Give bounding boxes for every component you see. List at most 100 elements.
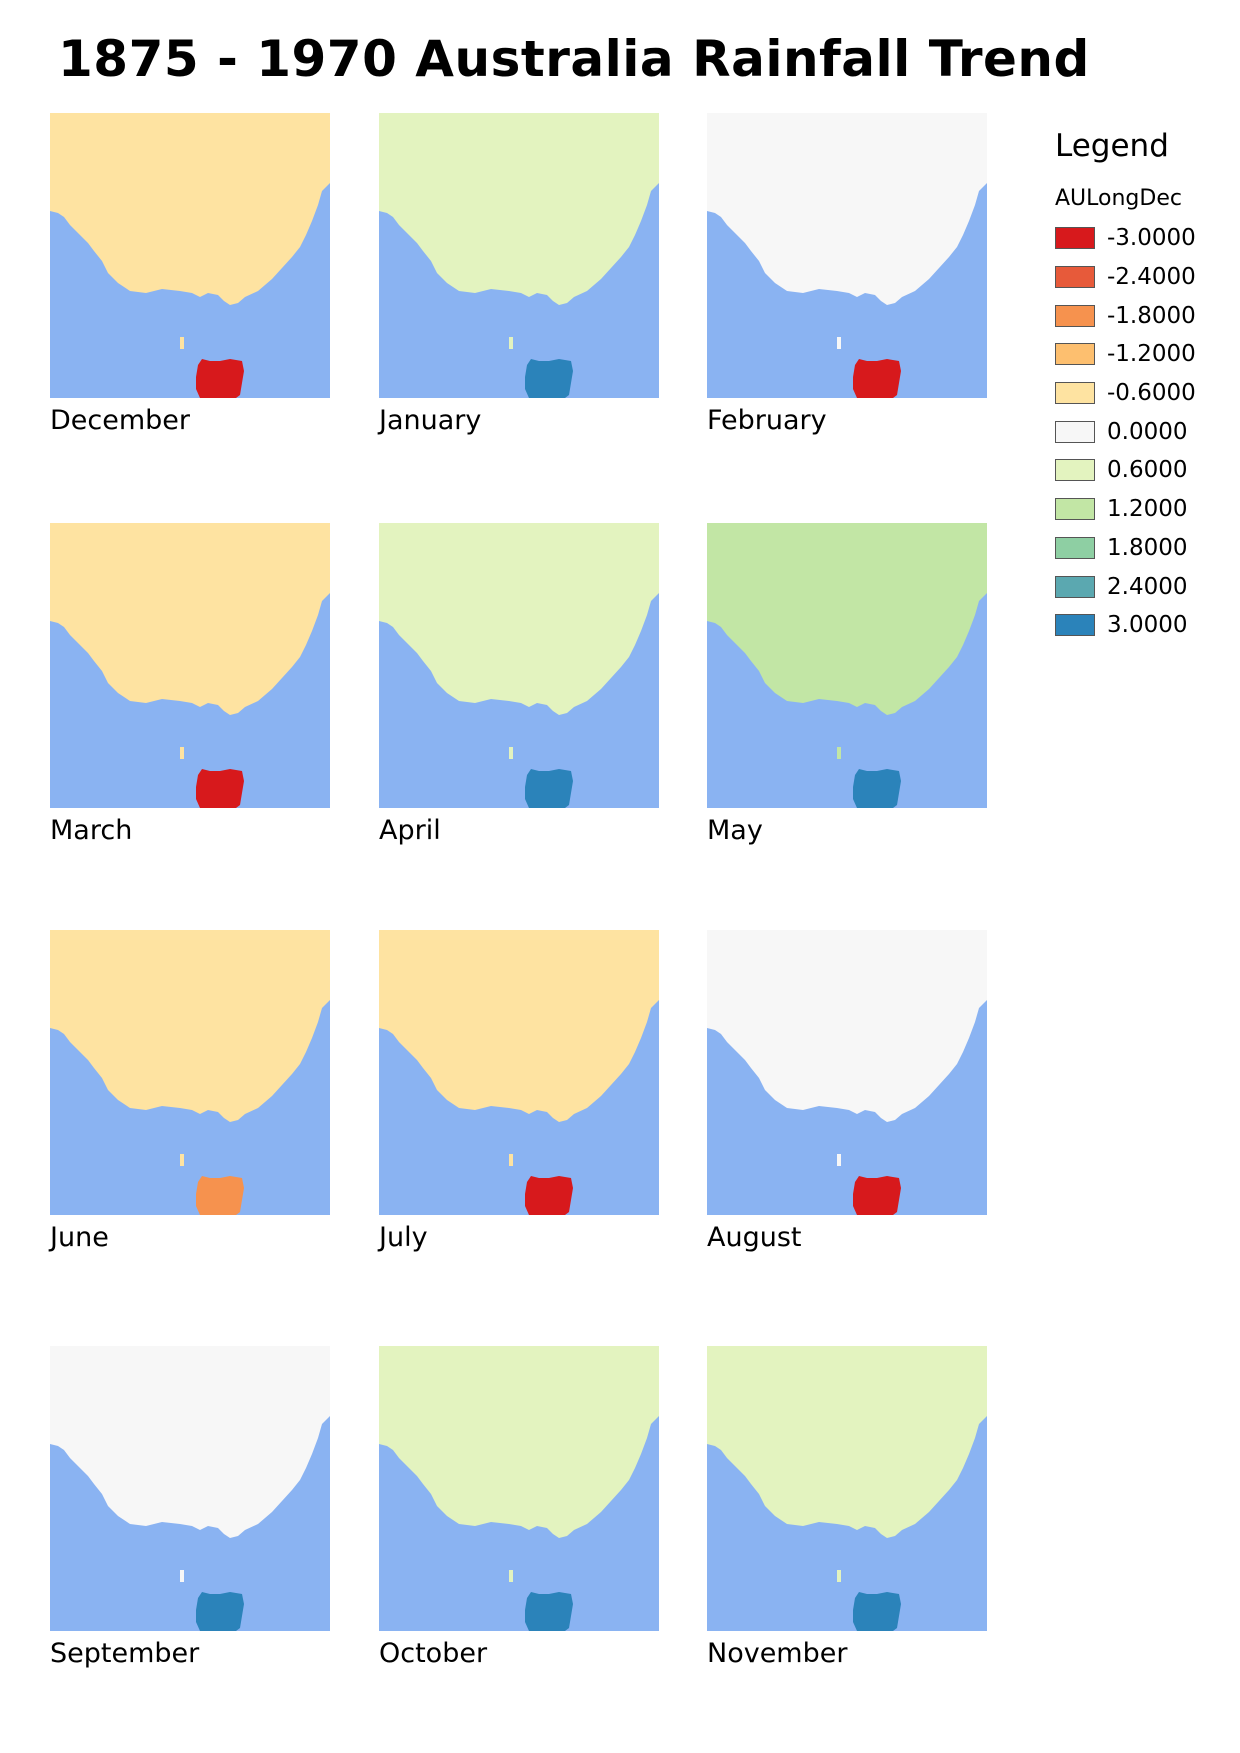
tasmania-trend xyxy=(853,1176,901,1215)
map-panel: November xyxy=(707,1346,987,1669)
legend-swatch xyxy=(1055,266,1095,289)
legend-label: -0.6000 xyxy=(1107,380,1196,407)
island xyxy=(509,1570,513,1582)
map-month-label: December xyxy=(50,405,191,436)
legend-label: -1.2000 xyxy=(1107,341,1196,368)
legend-swatch xyxy=(1055,459,1095,482)
legend-label: -2.4000 xyxy=(1107,264,1196,291)
legend-swatch xyxy=(1055,343,1095,366)
mainland-trend xyxy=(707,930,987,1122)
rainfall-map xyxy=(707,930,987,1215)
island xyxy=(180,337,184,349)
rainfall-map xyxy=(707,523,987,808)
tasmania-trend xyxy=(853,359,901,398)
tasmania-trend xyxy=(196,359,244,398)
legend-items: -3.0000 -2.4000 -1.8000 -1.2000 -0.6000 0.000… xyxy=(1055,219,1230,645)
map-month-label: July xyxy=(379,1222,428,1253)
legend-item: -3.0000 xyxy=(1055,219,1230,258)
map-panel: September xyxy=(50,1346,330,1669)
legend-label: 0.0000 xyxy=(1107,418,1188,445)
tasmania-trend xyxy=(853,1592,901,1631)
map-month-label: February xyxy=(707,405,827,436)
map-panel: July xyxy=(379,930,659,1253)
mainland-trend xyxy=(50,1346,330,1538)
rainfall-map xyxy=(50,113,330,398)
legend-item: -1.2000 xyxy=(1055,335,1230,374)
legend-item: -0.6000 xyxy=(1055,374,1230,413)
mainland-trend xyxy=(707,1346,987,1538)
map-panel: August xyxy=(707,930,987,1253)
page-title: 1875 - 1970 Australia Rainfall Trend xyxy=(58,30,1090,88)
mainland-trend xyxy=(50,523,330,715)
legend-item: -2.4000 xyxy=(1055,258,1230,297)
legend-swatch xyxy=(1055,536,1095,559)
legend-swatch xyxy=(1055,614,1095,637)
legend-item: 3.0000 xyxy=(1055,606,1230,645)
mainland-trend xyxy=(379,1346,659,1538)
legend-label: -3.0000 xyxy=(1107,225,1196,252)
legend: Legend AULongDec -3.0000 -2.4000 -1.8000 -1… xyxy=(1055,128,1230,645)
rainfall-map xyxy=(379,113,659,398)
map-month-label: June xyxy=(50,1222,109,1253)
island xyxy=(180,1570,184,1582)
map-panel: December xyxy=(50,113,330,436)
tasmania-trend xyxy=(525,1176,573,1215)
rainfall-map xyxy=(50,930,330,1215)
island xyxy=(509,747,513,759)
island xyxy=(509,1154,513,1166)
island xyxy=(180,747,184,759)
island xyxy=(837,1154,841,1166)
legend-item: 1.8000 xyxy=(1055,529,1230,568)
rainfall-map xyxy=(707,1346,987,1631)
map-panel: February xyxy=(707,113,987,436)
tasmania-trend xyxy=(525,359,573,398)
island xyxy=(837,1570,841,1582)
map-month-label: March xyxy=(50,815,133,846)
tasmania-trend xyxy=(525,769,573,808)
tasmania-trend xyxy=(196,769,244,808)
mainland-trend xyxy=(707,113,987,305)
legend-item: 0.0000 xyxy=(1055,412,1230,451)
rainfall-map xyxy=(50,523,330,808)
legend-label: 0.6000 xyxy=(1107,457,1188,484)
map-month-label: May xyxy=(707,815,763,846)
tasmania-trend xyxy=(196,1176,244,1215)
mainland-trend xyxy=(50,113,330,305)
map-panel: October xyxy=(379,1346,659,1669)
tasmania-trend xyxy=(525,1592,573,1631)
map-month-label: October xyxy=(379,1638,488,1669)
legend-swatch xyxy=(1055,575,1095,598)
legend-swatch xyxy=(1055,382,1095,405)
legend-swatch xyxy=(1055,227,1095,250)
map-month-label: August xyxy=(707,1222,802,1253)
legend-item: 1.2000 xyxy=(1055,490,1230,529)
rainfall-map xyxy=(50,1346,330,1631)
legend-label: 2.4000 xyxy=(1107,573,1188,600)
mainland-trend xyxy=(379,930,659,1122)
map-panel: January xyxy=(379,113,659,436)
rainfall-map xyxy=(379,523,659,808)
mainland-trend xyxy=(379,523,659,715)
map-month-label: November xyxy=(707,1638,848,1669)
island xyxy=(509,337,513,349)
legend-item: -1.8000 xyxy=(1055,296,1230,335)
legend-item: 0.6000 xyxy=(1055,451,1230,490)
legend-swatch xyxy=(1055,420,1095,443)
rainfall-map xyxy=(707,113,987,398)
legend-swatch xyxy=(1055,304,1095,327)
rainfall-map xyxy=(379,930,659,1215)
legend-swatch xyxy=(1055,498,1095,521)
map-month-label: April xyxy=(379,815,441,846)
island xyxy=(180,1154,184,1166)
island xyxy=(837,337,841,349)
legend-item: 2.4000 xyxy=(1055,567,1230,606)
tasmania-trend xyxy=(196,1592,244,1631)
map-panel: May xyxy=(707,523,987,846)
map-month-label: January xyxy=(379,405,482,436)
island xyxy=(837,747,841,759)
tasmania-trend xyxy=(853,769,901,808)
map-panel: March xyxy=(50,523,330,846)
mainland-trend xyxy=(50,930,330,1122)
legend-label: 1.2000 xyxy=(1107,496,1188,523)
rainfall-map xyxy=(379,1346,659,1631)
